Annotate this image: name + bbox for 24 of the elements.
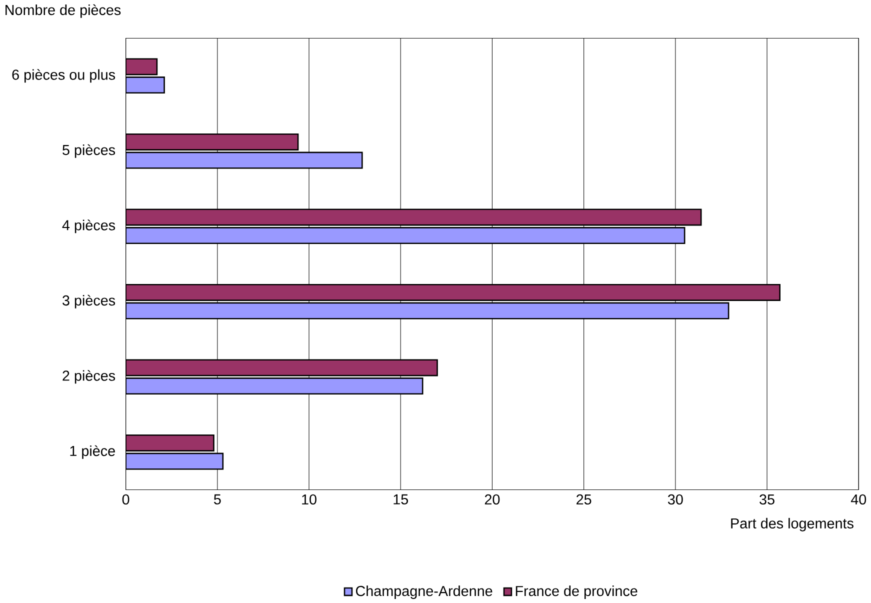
y-tick-label: 2 pièces — [62, 370, 116, 384]
x-tick-label: 35 — [760, 494, 774, 504]
x-tick-label: 0 — [122, 494, 130, 504]
bar — [126, 452, 224, 470]
y-tick-label: 1 pièce — [70, 445, 115, 459]
bar — [126, 302, 730, 320]
bar — [126, 359, 438, 376]
x-tick-label: 15 — [394, 494, 408, 504]
bar — [126, 152, 363, 169]
y-tick-label: 4 pièces — [62, 220, 116, 234]
x-tick-label: 5 — [214, 494, 221, 504]
x-tick-label: 30 — [668, 494, 683, 504]
y-tick-label: 3 pièces — [62, 294, 116, 308]
x-tick-label: 40 — [850, 494, 866, 504]
y-tick-label: 5 pièces — [62, 144, 116, 158]
x-axis-title: Part des logements — [731, 518, 854, 532]
x-tick-label: 10 — [302, 494, 316, 504]
x-tick-label: 25 — [576, 494, 592, 504]
bar — [126, 208, 702, 226]
x-tick-label: 20 — [484, 494, 500, 504]
y-axis-title: Nombre de pièces — [6, 4, 121, 18]
y-tick-label: 6 pièces ou plus — [12, 69, 116, 83]
legend-label: France de province — [516, 585, 638, 599]
legend-label: Champagne-Ardenne — [356, 585, 492, 599]
